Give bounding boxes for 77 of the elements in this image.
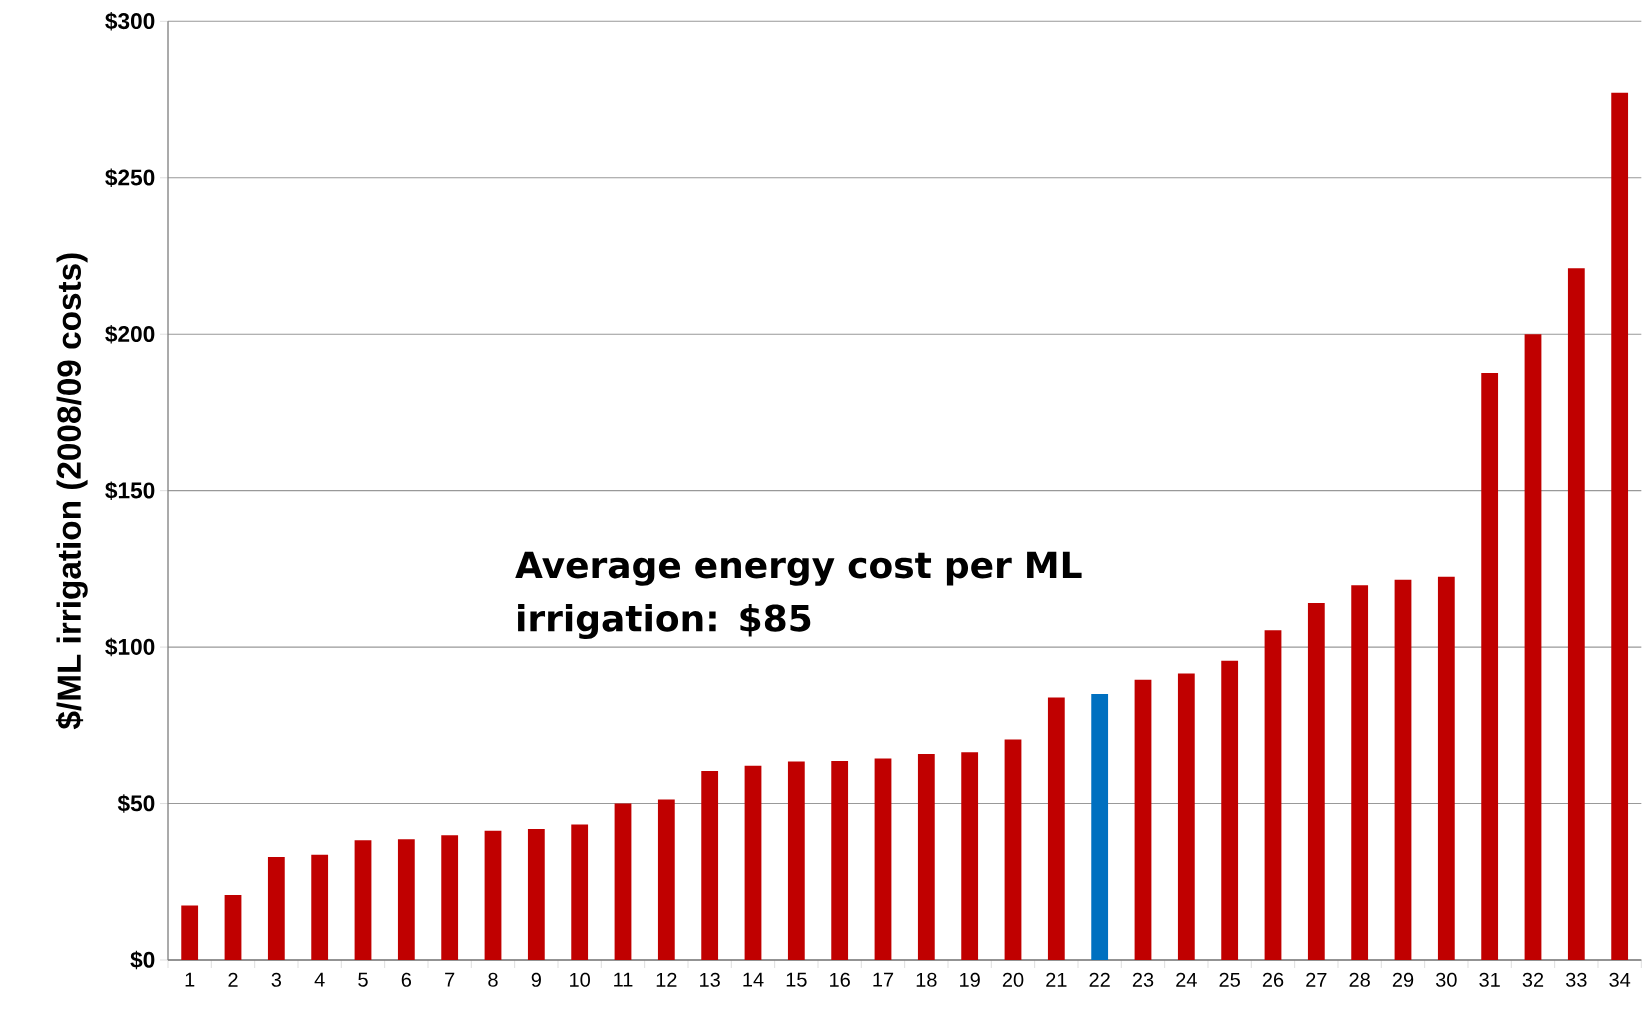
x-tick-label: 30 xyxy=(1435,972,1457,987)
x-tick-label: 4 xyxy=(314,972,325,987)
x-tick-label: 16 xyxy=(830,972,850,987)
x-tick-label: 26 xyxy=(1262,972,1284,987)
x-tick-label: 3 xyxy=(271,972,282,987)
bar xyxy=(1351,585,1369,960)
x-tick-label: 25 xyxy=(1219,972,1240,987)
bar xyxy=(744,765,762,960)
x-tick-label: 19 xyxy=(960,972,980,987)
x-tick-label: 21 xyxy=(1046,972,1067,987)
x-tick-label: 18 xyxy=(916,972,937,987)
bar xyxy=(961,752,979,960)
x-tick-label: 1 xyxy=(185,972,195,987)
bar xyxy=(1047,697,1065,960)
x-tick-label: 20 xyxy=(1002,972,1024,987)
bar xyxy=(1221,660,1239,960)
bar xyxy=(1567,268,1585,960)
y-tick-label: $300 xyxy=(105,12,155,31)
bar xyxy=(1524,334,1542,960)
bar xyxy=(831,760,849,960)
bar xyxy=(224,894,242,960)
bar xyxy=(874,758,892,960)
y-tick-label: $150 xyxy=(105,481,155,500)
bar xyxy=(441,835,459,960)
x-tick-label: 9 xyxy=(531,972,541,987)
x-tick-label: 24 xyxy=(1176,972,1197,987)
x-tick-label: 29 xyxy=(1392,972,1414,987)
x-tick-label: 5 xyxy=(358,972,368,987)
bar xyxy=(614,803,632,960)
bar xyxy=(1091,694,1109,960)
x-tick-label: 7 xyxy=(445,972,455,987)
x-tick-label: 12 xyxy=(656,972,677,987)
bar xyxy=(311,854,329,960)
bar xyxy=(571,824,589,960)
bar xyxy=(1177,673,1195,960)
bar xyxy=(267,857,285,960)
bar xyxy=(397,839,415,960)
bar xyxy=(917,754,935,960)
bar xyxy=(354,840,372,960)
bar xyxy=(657,799,675,960)
x-tick-label: 2 xyxy=(228,972,238,987)
x-tick-label: 13 xyxy=(700,972,720,987)
bar xyxy=(1437,576,1455,960)
x-tick-label: 11 xyxy=(614,972,633,987)
y-tick-label: $0 xyxy=(130,950,155,970)
x-tick-label: 17 xyxy=(873,972,894,987)
y-tick-label: $50 xyxy=(117,794,155,813)
bar xyxy=(787,761,805,960)
bar xyxy=(1134,679,1152,960)
x-tick-label: 31 xyxy=(1479,972,1500,987)
x-tick-label: 14 xyxy=(743,972,764,987)
bar xyxy=(1481,373,1499,960)
x-tick-label: 6 xyxy=(401,972,412,987)
y-tick-label: $100 xyxy=(105,637,155,657)
x-tick-label: 22 xyxy=(1089,972,1110,987)
bar xyxy=(181,905,199,960)
bar xyxy=(527,828,545,960)
bar xyxy=(1394,579,1412,960)
x-tick-label: 27 xyxy=(1306,972,1327,987)
bar xyxy=(484,830,502,960)
x-tick-label: 10 xyxy=(570,972,590,987)
x-tick-label: 34 xyxy=(1609,972,1631,987)
x-tick-label: 15 xyxy=(786,972,807,987)
x-tick-label: 32 xyxy=(1522,972,1544,987)
x-tick-label: 8 xyxy=(488,972,498,987)
y-tick-label: $250 xyxy=(105,168,155,188)
x-tick-label: 28 xyxy=(1349,972,1370,987)
bar xyxy=(1611,92,1629,960)
x-tick-label: 23 xyxy=(1132,972,1154,987)
y-tick-label: $200 xyxy=(105,324,155,344)
bar xyxy=(1004,739,1022,960)
bar xyxy=(701,771,719,960)
annotation: Average energy cost per ML irrigation: $85 xyxy=(515,551,1082,640)
bar xyxy=(1264,630,1282,960)
y-axis-title: $/ML irrigation (2008/09 costs) xyxy=(55,253,88,730)
bar xyxy=(1307,602,1325,960)
x-tick-label: 33 xyxy=(1565,972,1587,987)
